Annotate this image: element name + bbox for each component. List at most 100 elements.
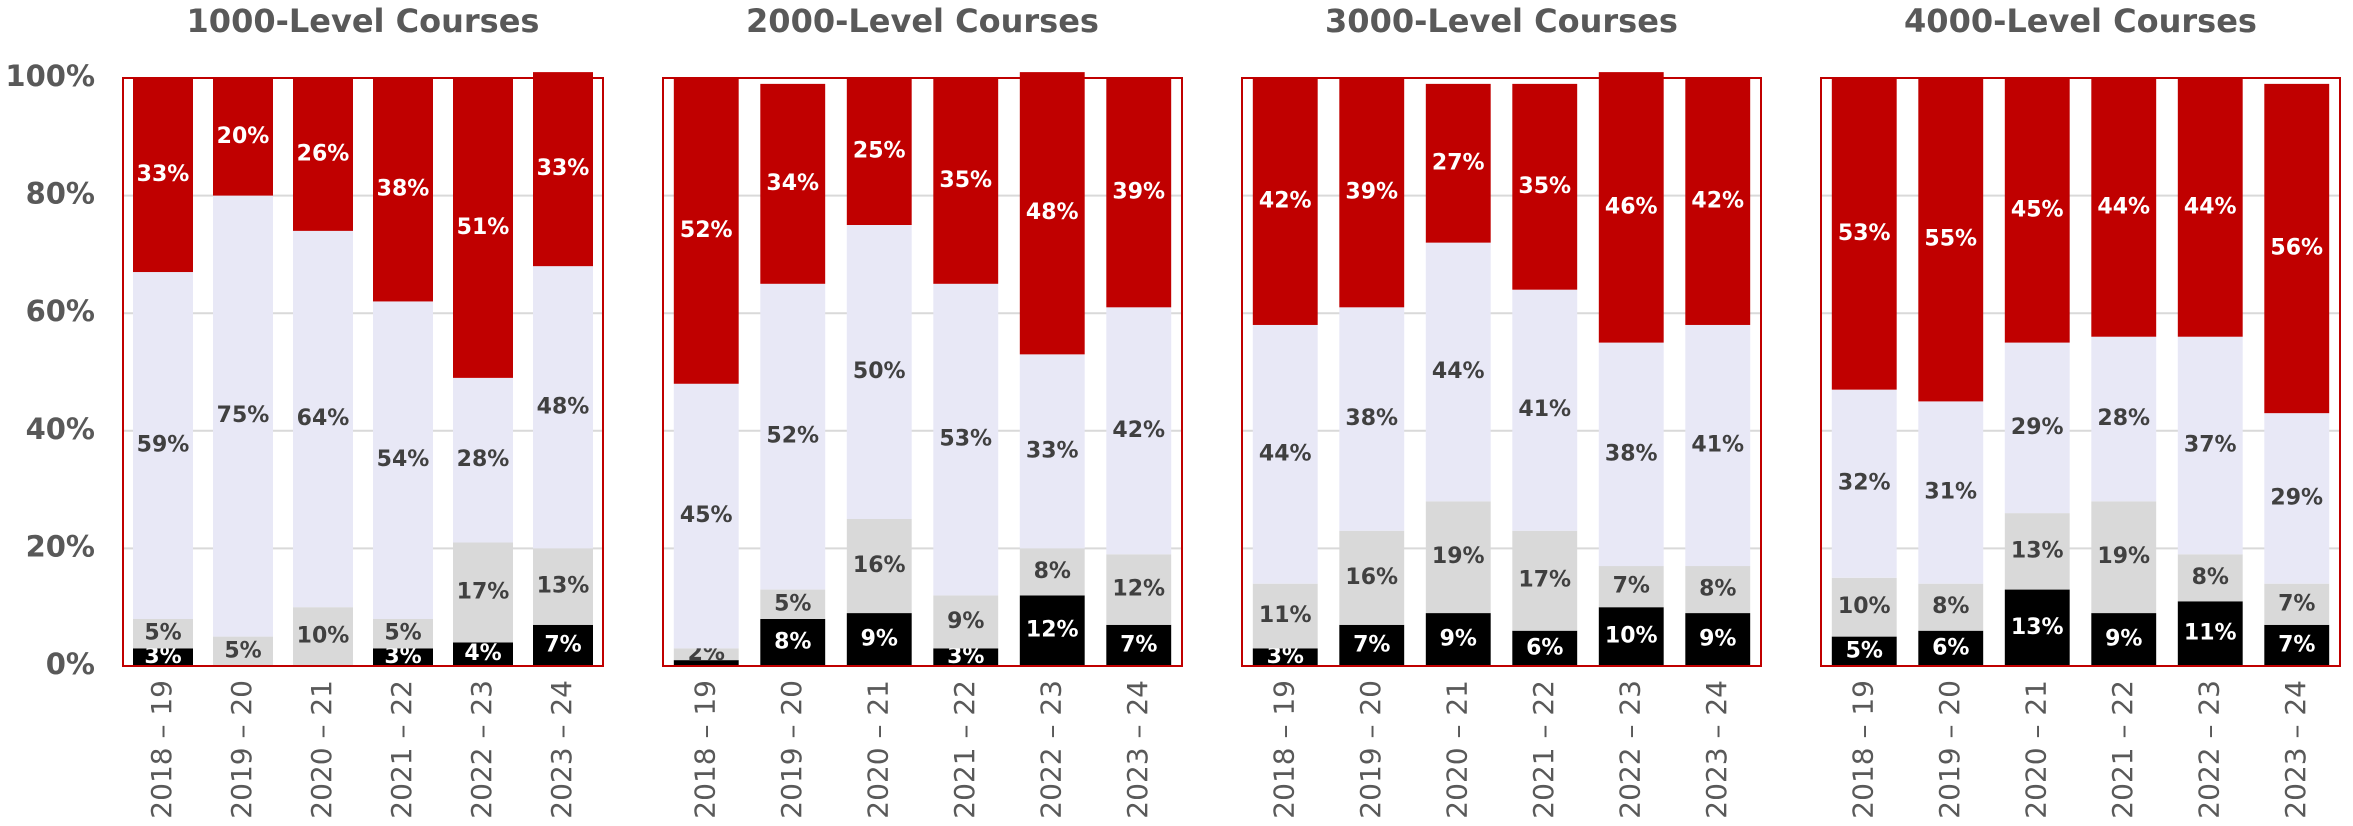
data-label: 46% xyxy=(1605,194,1658,219)
bar-segment xyxy=(933,283,999,596)
bar-segment xyxy=(1252,324,1318,584)
chart-title: 1000-Level Courses xyxy=(187,2,540,40)
bar-segment xyxy=(1106,624,1172,666)
bar-segment xyxy=(373,618,433,649)
bar-segment xyxy=(1252,583,1318,649)
data-label: 38% xyxy=(1605,441,1658,466)
bar-segment xyxy=(133,78,193,273)
bar-segment xyxy=(1918,401,1984,584)
bar-segment xyxy=(453,642,513,666)
data-label: 56% xyxy=(2270,236,2323,261)
data-label: 8% xyxy=(1699,577,1736,602)
bar-segment xyxy=(2264,413,2330,584)
data-label: 8% xyxy=(774,629,811,654)
data-label: 48% xyxy=(1026,200,1079,225)
bar-segment xyxy=(453,78,513,378)
data-label: 33% xyxy=(537,156,590,181)
bar-segment xyxy=(373,301,433,619)
bar-segment xyxy=(373,78,433,302)
data-label: 32% xyxy=(1838,471,1891,496)
data-label: 9% xyxy=(861,627,898,652)
data-label: 27% xyxy=(1432,150,1485,175)
y-tick-label: 100% xyxy=(5,59,95,93)
bar-segment xyxy=(1685,78,1751,325)
bar-segment xyxy=(760,283,826,590)
data-label: 37% xyxy=(2184,433,2237,458)
x-tick-label: 2019 – 20 xyxy=(225,680,258,819)
data-label: 6% xyxy=(1526,635,1563,660)
plot-border xyxy=(1241,77,1762,667)
data-label: 5% xyxy=(144,621,181,646)
x-tick-label: 2023 – 24 xyxy=(1700,680,1733,819)
bar-segment xyxy=(293,607,353,666)
bar-segment xyxy=(213,78,273,196)
bar-segment xyxy=(373,648,433,666)
x-tick-label: 2022 – 23 xyxy=(1613,680,1646,819)
bar-segment xyxy=(533,548,593,625)
data-label: 42% xyxy=(1691,188,1744,213)
data-label: 38% xyxy=(1345,406,1398,431)
bar-segment xyxy=(760,83,826,284)
bar-segment xyxy=(1598,72,1664,343)
data-label: 31% xyxy=(1924,480,1977,505)
data-label: 12% xyxy=(1026,618,1079,643)
x-tick-label: 2022 – 23 xyxy=(2192,680,2225,819)
data-label: 7% xyxy=(1353,632,1390,657)
x-tick-label: 2021 – 22 xyxy=(385,680,418,819)
data-label: 5% xyxy=(1846,638,1883,663)
data-label: 44% xyxy=(2097,194,2150,219)
data-label: 44% xyxy=(1259,441,1312,466)
data-label: 64% xyxy=(297,406,350,431)
data-label: 25% xyxy=(853,139,906,164)
bar-segment xyxy=(453,542,513,643)
data-label: 29% xyxy=(2270,485,2323,510)
y-tick-label: 40% xyxy=(26,412,95,446)
x-tick-label: 2018 – 19 xyxy=(688,680,721,819)
bar-segment xyxy=(1106,78,1172,308)
bar-segment xyxy=(133,618,193,649)
data-label: 19% xyxy=(1432,544,1485,569)
data-label: 75% xyxy=(217,403,270,428)
data-label: 44% xyxy=(2184,194,2237,219)
bar-segment xyxy=(1425,83,1491,243)
chart-title: 4000-Level Courses xyxy=(1904,2,2257,40)
bar-segment xyxy=(293,230,353,608)
bar-segment xyxy=(1019,595,1085,666)
y-tick-label: 80% xyxy=(26,177,95,211)
bar-segment xyxy=(760,589,826,619)
data-label: 44% xyxy=(1432,359,1485,384)
bar-segment xyxy=(1019,72,1085,355)
bar-segment xyxy=(1831,577,1897,637)
x-tick-label: 2018 – 19 xyxy=(1846,680,1879,819)
x-tick-label: 2021 – 22 xyxy=(2106,680,2139,819)
bar-segment xyxy=(213,636,273,666)
bar-segment xyxy=(1339,624,1405,666)
chart-title: 3000-Level Courses xyxy=(1325,2,1678,40)
data-label: 13% xyxy=(2011,538,2064,563)
bar-segment xyxy=(1685,324,1751,567)
data-label: 52% xyxy=(680,218,733,243)
bar-segment xyxy=(2091,501,2157,614)
data-label: 4% xyxy=(464,641,501,666)
x-tick-label: 2023 – 24 xyxy=(2279,680,2312,819)
x-tick-label: 2021 – 22 xyxy=(948,680,981,819)
data-label: 51% xyxy=(457,215,510,240)
bar-segment xyxy=(533,72,593,267)
data-label: 45% xyxy=(680,503,733,528)
data-label: 48% xyxy=(537,394,590,419)
x-tick-label: 2020 – 21 xyxy=(1440,680,1473,819)
data-label: 7% xyxy=(1613,574,1650,599)
data-label: 59% xyxy=(137,433,190,458)
bar-segment xyxy=(846,613,912,666)
bar-segment xyxy=(933,595,999,649)
x-tick-label: 2019 – 20 xyxy=(1354,680,1387,819)
x-tick-label: 2022 – 23 xyxy=(1034,680,1067,819)
bar-segment xyxy=(2177,336,2243,555)
bar-segment xyxy=(846,519,912,614)
data-label: 9% xyxy=(1440,627,1477,652)
data-label: 6% xyxy=(1932,635,1969,660)
bar-segment xyxy=(2264,83,2330,414)
data-label: 28% xyxy=(457,447,510,472)
bar-segment xyxy=(1252,78,1318,325)
